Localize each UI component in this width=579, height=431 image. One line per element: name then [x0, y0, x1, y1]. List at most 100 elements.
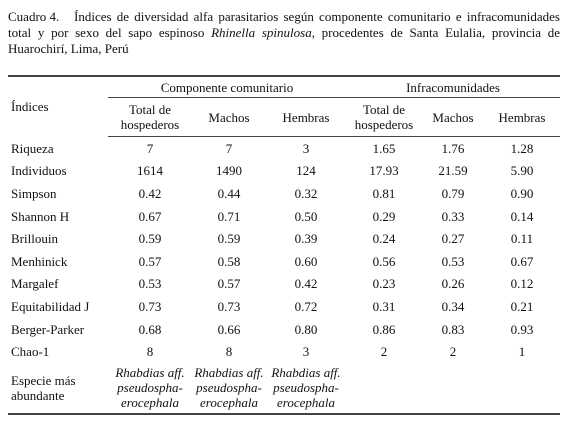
row: Brillouin 0.59 0.59 0.39 0.24 0.27 0.11	[8, 227, 560, 250]
column-header: Total de hospederos	[346, 97, 422, 137]
species-line: pseudospha-	[117, 380, 183, 396]
cell: 0.66	[217, 321, 241, 337]
table: Índices Componente comunitario Infracomuni…	[8, 75, 561, 415]
cell: 124	[296, 163, 316, 179]
species-cell: Rhabdias aff. pseudospha-erocephala	[108, 362, 192, 415]
row-label: Equitabilidad J	[11, 298, 90, 314]
cell: 1.76	[441, 140, 465, 156]
row: Margalef 0.53 0.57 0.42 0.23 0.26 0.12	[8, 273, 560, 296]
caption: Cuadro 4. Índices de diversidad alfa para…	[8, 9, 560, 57]
cell: 0.21	[510, 298, 534, 314]
cell: 0.29	[372, 208, 396, 224]
cell: 1.28	[510, 140, 534, 156]
empty-cell	[484, 362, 561, 415]
cell: 7	[146, 140, 154, 156]
row-label: Simpson	[11, 185, 57, 201]
row-label: Riqueza	[11, 140, 54, 156]
species-line: pseudospha-	[196, 380, 262, 396]
cell: 5.90	[510, 163, 534, 179]
species-line: Rhabdias aff.	[271, 365, 341, 381]
cell: 0.67	[138, 208, 162, 224]
row-label: Individuos	[11, 163, 67, 179]
cell: 0.79	[441, 185, 465, 201]
cell: 8	[146, 344, 154, 360]
row: Menhinick 0.57 0.58 0.60 0.56 0.53 0.67	[8, 250, 560, 273]
cell: 1.65	[372, 140, 396, 156]
row: Especie más abundante Rhabdias aff. pseudo…	[8, 362, 561, 415]
cell: 0.31	[372, 298, 396, 314]
row-label: Margalef	[11, 276, 59, 292]
group-header: Componente comunitario	[108, 75, 346, 98]
species-line: Rhabdias aff.	[115, 365, 185, 381]
cell: 0.68	[138, 321, 162, 337]
empty-cell	[422, 362, 484, 415]
row: Berger-Parker 0.68 0.66 0.80 0.86 0.83 0.93	[8, 318, 560, 341]
row: Equitabilidad J 0.73 0.73 0.72 0.31 0.34 0.21	[8, 295, 560, 318]
row-label: Berger-Parker	[11, 321, 85, 337]
cell: 0.53	[441, 253, 465, 269]
row-label: Menhinick	[11, 253, 68, 269]
row: Chao-1 8 8 3 2 2 1	[8, 340, 560, 363]
cell: 8	[225, 344, 233, 360]
row-label: Especie más abundante	[8, 362, 108, 415]
cell: 0.60	[294, 253, 318, 269]
cell: 3	[302, 344, 310, 360]
cell: 0.81	[372, 185, 396, 201]
cell: 17.93	[369, 163, 399, 179]
row: Total de hospederos Machos Hembras Total de…	[8, 97, 561, 137]
cell: 3	[302, 140, 310, 156]
row: Simpson 0.42 0.44 0.32 0.81 0.79 0.90	[8, 182, 560, 205]
cell: 0.34	[441, 298, 465, 314]
cell: 0.67	[510, 253, 534, 269]
cell: 0.11	[510, 231, 534, 247]
cell: 0.32	[294, 185, 318, 201]
cell: 0.14	[510, 208, 534, 224]
cell: 0.58	[217, 253, 241, 269]
row: Shannon H 0.67 0.71 0.50 0.29 0.33 0.14	[8, 205, 560, 228]
cell: 1490	[216, 163, 242, 179]
cell: 0.42	[294, 276, 318, 292]
cell: 0.57	[138, 253, 162, 269]
cell: 2	[449, 344, 457, 360]
caption-text: Índices de diversidad alfa parasitarios …	[8, 9, 560, 40]
cell: 0.71	[217, 208, 241, 224]
species-line: erocephala	[200, 395, 258, 411]
cell: 0.59	[217, 231, 241, 247]
cell: 0.90	[510, 185, 534, 201]
row-label: Chao-1	[11, 344, 50, 360]
row-label: Shannon H	[11, 208, 70, 224]
empty-cell	[346, 362, 422, 415]
species-cell: Rhabdias aff. pseudospha-erocephala	[266, 362, 346, 415]
cell: 0.57	[217, 276, 241, 292]
cell: 0.42	[138, 185, 162, 201]
caption-label: Cuadro 4.	[8, 9, 60, 24]
header-indices: Índices	[8, 75, 108, 137]
column-header: Hembras	[266, 97, 346, 137]
cell: 0.83	[441, 321, 465, 337]
cell: 0.93	[510, 321, 534, 337]
species-line: pseudospha-	[273, 380, 339, 396]
column-header: Machos	[422, 97, 484, 137]
species-cell: Rhabdias aff. pseudospha-erocephala	[192, 362, 266, 415]
row-label: Brillouin	[11, 231, 58, 247]
cell: 0.24	[372, 231, 396, 247]
cell: 0.56	[372, 253, 396, 269]
column-header: Total de hospederos	[108, 97, 192, 137]
cell: 0.59	[138, 231, 162, 247]
species-line: erocephala	[277, 395, 335, 411]
cell: 0.26	[441, 276, 465, 292]
species-line: Rhabdias aff.	[194, 365, 264, 381]
species-name: Rhinella spinulosa	[211, 25, 312, 40]
column-header: Machos	[192, 97, 266, 137]
cell: 0.50	[294, 208, 318, 224]
row: Riqueza 7 7 3 1.65 1.76 1.28	[8, 137, 560, 160]
cell: 0.80	[294, 321, 318, 337]
row: Individuos 1614 1490 124 17.93 21.59 5.90	[8, 160, 560, 183]
cell: 0.12	[510, 276, 534, 292]
cell: 0.73	[138, 298, 162, 314]
cell: 0.39	[294, 231, 318, 247]
cell: 0.23	[372, 276, 396, 292]
species-line: erocephala	[121, 395, 179, 411]
cell: 0.86	[372, 321, 396, 337]
